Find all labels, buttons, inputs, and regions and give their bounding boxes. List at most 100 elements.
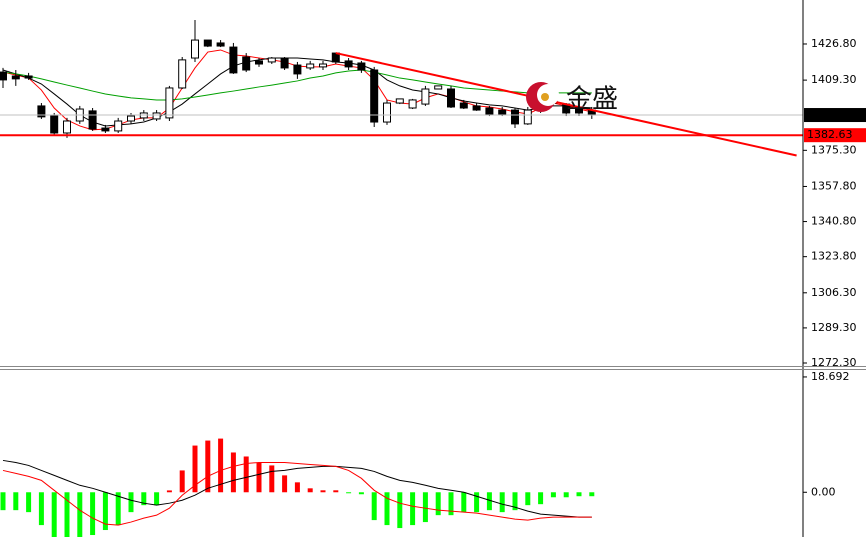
histogram-bar xyxy=(358,492,364,495)
histogram-bar xyxy=(307,488,313,493)
y-tick-label: 1306.30 xyxy=(811,286,857,299)
histogram-bar xyxy=(461,492,467,513)
candle-body xyxy=(459,102,468,109)
price-label: 1382.63 xyxy=(807,128,853,141)
candle-body xyxy=(357,62,366,71)
indicator-line xyxy=(2,69,592,101)
histogram-bar xyxy=(90,492,96,536)
y-tick-label: 1289.30 xyxy=(811,321,857,334)
candle-body xyxy=(165,87,174,119)
y-tick-label: 1375.30 xyxy=(811,143,857,156)
candle-body xyxy=(11,75,20,80)
histogram-bar xyxy=(320,490,326,493)
histogram-bar xyxy=(576,492,582,497)
y-tick-label: 1426.80 xyxy=(811,37,857,50)
histogram-bar xyxy=(218,438,224,493)
histogram-bar xyxy=(115,492,121,526)
histogram-bar xyxy=(179,470,185,493)
candle-body xyxy=(63,120,71,134)
candle-body xyxy=(383,102,391,123)
logo-mark xyxy=(541,93,549,101)
histogram-bar xyxy=(333,490,339,493)
histogram-bar xyxy=(128,492,134,513)
histogram-bar xyxy=(64,492,70,537)
histogram-bar xyxy=(51,492,57,537)
candle-body xyxy=(447,88,455,108)
candle-body xyxy=(472,105,481,111)
candle-body xyxy=(216,42,225,47)
candle-body xyxy=(421,88,430,105)
candle-body xyxy=(306,63,315,69)
watermark: 金盛 xyxy=(526,82,618,115)
price-label-box xyxy=(804,108,866,123)
histogram-bar xyxy=(397,492,403,529)
candle-body xyxy=(370,69,379,123)
candle-body xyxy=(319,63,327,68)
y-tick-label: 1323.80 xyxy=(811,250,857,263)
candle-body xyxy=(408,99,417,109)
histogram-bar xyxy=(141,492,147,506)
histogram-bar xyxy=(435,492,441,516)
histogram-bar xyxy=(154,492,160,506)
candle-body xyxy=(523,109,532,125)
histogram-bar xyxy=(13,492,19,511)
candle-body xyxy=(178,59,187,89)
histogram-bar xyxy=(538,492,544,505)
candle-body xyxy=(255,60,263,65)
indicator-line xyxy=(2,57,592,127)
histogram-bar xyxy=(26,492,32,513)
histogram-bar xyxy=(563,492,569,498)
candle-body xyxy=(280,57,289,69)
candle-body xyxy=(0,71,7,81)
y-tick-label: 1340.80 xyxy=(811,215,857,228)
trend-line xyxy=(335,52,797,157)
candle-body xyxy=(395,98,404,104)
indicator-line xyxy=(2,459,592,518)
y-tick-label: 0.00 xyxy=(811,485,836,498)
candle-body xyxy=(267,57,276,63)
price-label-box xyxy=(804,128,866,143)
histogram-bar xyxy=(102,492,108,531)
histogram-bar xyxy=(474,492,480,513)
histogram-bar xyxy=(294,482,300,493)
histogram-bar xyxy=(282,475,288,493)
candle-body xyxy=(127,115,135,122)
candle-body xyxy=(293,64,302,75)
histogram-bar xyxy=(205,440,211,493)
price-label: 1392.39 xyxy=(807,108,853,121)
histogram-bar xyxy=(371,492,377,521)
y-tick-label: 1357.80 xyxy=(811,179,857,192)
histogram-bar xyxy=(486,492,492,511)
histogram-bar xyxy=(230,452,236,493)
candle-body xyxy=(50,115,59,134)
histogram-bar xyxy=(589,492,595,497)
candle-body xyxy=(88,110,97,130)
watermark-text: 金盛 xyxy=(566,85,618,115)
histogram-bar xyxy=(38,492,44,526)
candle-body xyxy=(152,112,161,120)
candle-body xyxy=(498,109,507,115)
histogram-bar xyxy=(346,492,352,494)
y-tick-label: 1272.30 xyxy=(811,356,857,369)
histogram-bar xyxy=(269,465,275,493)
candle-body xyxy=(242,56,251,71)
candle-body xyxy=(344,60,353,68)
candle-body xyxy=(434,85,443,90)
histogram-bar xyxy=(410,492,416,526)
histogram-bar xyxy=(0,492,6,511)
histogram-bar xyxy=(525,492,531,506)
histogram-bar xyxy=(77,492,83,537)
candle-body xyxy=(24,75,33,79)
histogram-bar xyxy=(192,445,198,493)
histogram-bar xyxy=(499,492,505,513)
histogram-bar xyxy=(550,492,556,498)
histogram-bar xyxy=(448,492,454,516)
histogram-bar xyxy=(512,492,518,511)
candle-body xyxy=(229,46,238,74)
histogram-bar xyxy=(422,492,428,523)
indicator-line xyxy=(2,461,592,526)
candle-body xyxy=(114,120,123,132)
